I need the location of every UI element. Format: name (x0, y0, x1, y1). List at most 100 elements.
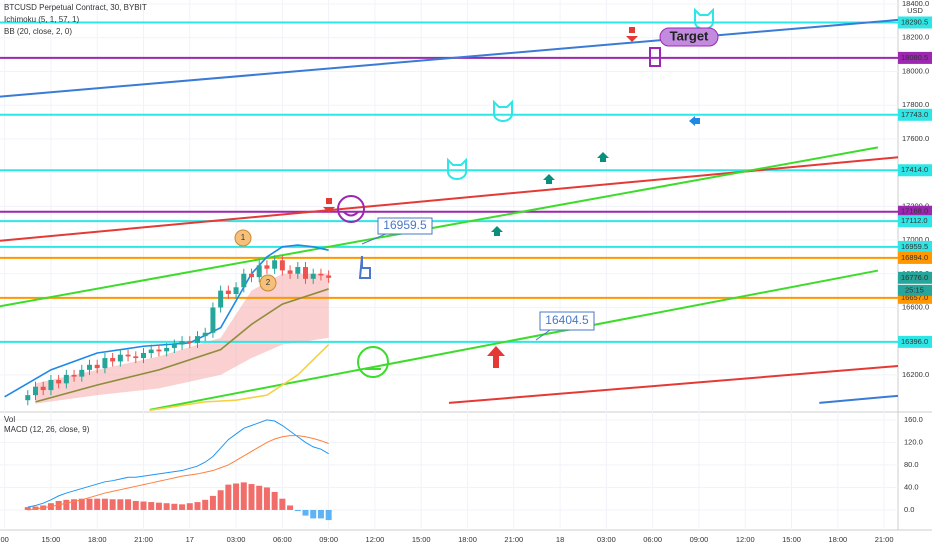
candle-body (164, 347, 170, 352)
callout-box (377, 217, 433, 235)
macd-histogram-bar (256, 485, 263, 510)
badge (259, 274, 277, 292)
macd-histogram-bar (225, 484, 232, 510)
macd-histogram-bar (186, 503, 193, 510)
macd-histogram-bar (287, 505, 294, 510)
level-tag (898, 164, 932, 177)
macd-histogram-bar (202, 499, 209, 510)
level-tag (898, 108, 932, 121)
y2-tick-label: 0.0 (904, 505, 914, 514)
candle-body (40, 386, 46, 391)
trend-line (819, 394, 899, 404)
macd-histogram-bar (279, 498, 286, 510)
macd-histogram-bar (179, 504, 186, 510)
candle-body (94, 364, 100, 369)
candle-body (218, 290, 224, 308)
y2-tick-label: 120.0 (904, 437, 923, 446)
macd-histogram-bar (55, 500, 62, 510)
y-tick-label: 16200.0 (902, 370, 929, 379)
candle-body (210, 307, 216, 333)
level-label: 16396.0 (901, 337, 928, 346)
x-tick-label: 15:00 (782, 535, 801, 544)
x-tick-label: 18:00 (88, 535, 107, 544)
macd-histogram-bar (171, 503, 178, 510)
candle-body (256, 265, 262, 278)
level-tag (898, 16, 932, 29)
up-arrow (487, 346, 505, 368)
level-tag (898, 51, 932, 64)
y2-tick-label: 160.0 (904, 415, 923, 424)
level-tag (898, 335, 932, 348)
macd-histogram-bar (63, 499, 70, 510)
level-tag (898, 215, 932, 228)
macd-histogram-bar (155, 502, 162, 510)
badge-text: 1 (241, 233, 246, 242)
x-tick-label: 15:00 (42, 535, 61, 544)
macd-histogram-bar (217, 490, 224, 510)
pane-label: MACD (12, 26, close, 9) (4, 425, 90, 434)
candle-body (264, 265, 270, 269)
candle-body (310, 273, 316, 279)
smiley-mouth (343, 211, 359, 217)
target-bubble (659, 27, 719, 47)
macd-histogram-bar (94, 498, 101, 510)
y2-tick-label: 80.0 (904, 460, 919, 469)
candle-body (318, 273, 324, 276)
candle-body (140, 352, 146, 359)
indicator-line (149, 343, 330, 412)
neutral-icon (357, 346, 389, 378)
x-tick-label: 09:00 (690, 535, 709, 544)
y-tick-label: 18200.0 (902, 33, 929, 42)
x-tick-label: 18:00 (828, 535, 847, 544)
hand-icon (358, 255, 371, 279)
macd-histogram-bar (148, 502, 155, 510)
x-tick-label: 06:00 (643, 535, 662, 544)
macd-histogram-bar (302, 509, 309, 516)
macd-histogram-bar (140, 501, 147, 510)
candle-body (171, 344, 177, 348)
badge-text: 2 (266, 278, 271, 287)
macd-histogram-bar (117, 499, 124, 510)
macd-histogram-bar (248, 484, 255, 510)
level-label: 18290.5 (901, 17, 928, 26)
candle-body (110, 358, 116, 362)
candle-body (241, 273, 247, 288)
candle-body (133, 356, 139, 359)
macd-histogram-bar (24, 507, 31, 510)
candle-body (117, 354, 123, 362)
drawings (0, 18, 899, 412)
cat-icon (694, 7, 714, 30)
cat-icon (493, 99, 513, 122)
ichimoku-cloud (35, 273, 329, 404)
up-arrow (543, 174, 555, 184)
candle-body (79, 369, 85, 377)
last-price-tag (898, 271, 932, 284)
candle-body (233, 287, 239, 294)
currency-label: USD (907, 6, 923, 15)
last-price-label: 16776.0 (901, 273, 928, 282)
x-tick-label: 03:00 (227, 535, 246, 544)
candle-body (125, 354, 131, 357)
candle-body (326, 275, 332, 278)
callout-box (539, 311, 595, 331)
candle-body (249, 273, 255, 278)
candle-body (287, 270, 293, 274)
y-tick-label: 16600.0 (902, 302, 929, 311)
callout-text: Target (670, 28, 709, 43)
candle-body (303, 267, 309, 279)
macd-histogram-bar (263, 487, 270, 510)
y-tick-label: 17800.0 (902, 100, 929, 109)
candle-body (102, 358, 108, 369)
thumb-icon (649, 47, 661, 67)
x-tick-label: 18 (556, 535, 564, 544)
level-label: 16657.0 (901, 293, 928, 302)
macd-histogram-bar (233, 483, 240, 510)
icons (337, 7, 714, 378)
signal-line (27, 435, 329, 511)
candle-body (63, 374, 69, 384)
trend-line (0, 18, 899, 98)
x-tick-label: 18:00 (458, 535, 477, 544)
macd-line (27, 419, 329, 508)
level-label: 17414.0 (901, 165, 928, 174)
level-tag (898, 251, 932, 264)
